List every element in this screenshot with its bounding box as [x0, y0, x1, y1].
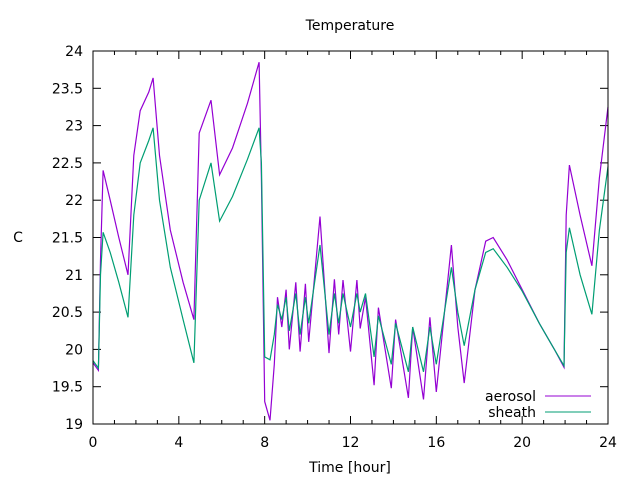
y-tick-label: 22 [65, 193, 83, 209]
axis-ticks: 19 19.5 20 20.5 21 21.5 22 22.5 23 23.5 24 0 4 8 12 16 2… [52, 44, 617, 451]
y-tick-label: 20.5 [52, 305, 83, 321]
y-tick-label: 21.5 [52, 231, 83, 247]
x-tick-label: 16 [427, 435, 445, 451]
x-tick-label: 20 [513, 435, 531, 451]
legend: aerosol sheath [485, 389, 591, 421]
x-tick-label: 24 [599, 435, 617, 451]
x-tick-label: 0 [89, 435, 98, 451]
y-tick-label: 24 [65, 44, 83, 60]
y-axis-label: C [13, 230, 23, 246]
series-lines [92, 62, 609, 421]
y-tick-label: 19.5 [52, 380, 83, 396]
x-tick-label: 12 [342, 435, 360, 451]
chart-title: Temperature [305, 18, 395, 34]
y-tick-label: 19 [65, 417, 83, 433]
y-tick-label: 23 [65, 119, 83, 135]
x-tick-label: 8 [260, 435, 269, 451]
y-tick-label: 20 [65, 342, 83, 358]
series-line-sheath [92, 127, 609, 372]
legend-label-aerosol: aerosol [485, 389, 536, 405]
legend-label-sheath: sheath [488, 405, 536, 421]
y-tick-label: 22.5 [52, 156, 83, 172]
y-tick-label: 23.5 [52, 81, 83, 97]
plot-frame [92, 50, 609, 425]
x-tick-label: 4 [174, 435, 183, 451]
y-tick-label: 21 [65, 268, 83, 284]
x-axis-label: Time [hour] [308, 460, 391, 476]
series-line-aerosol [92, 62, 609, 421]
